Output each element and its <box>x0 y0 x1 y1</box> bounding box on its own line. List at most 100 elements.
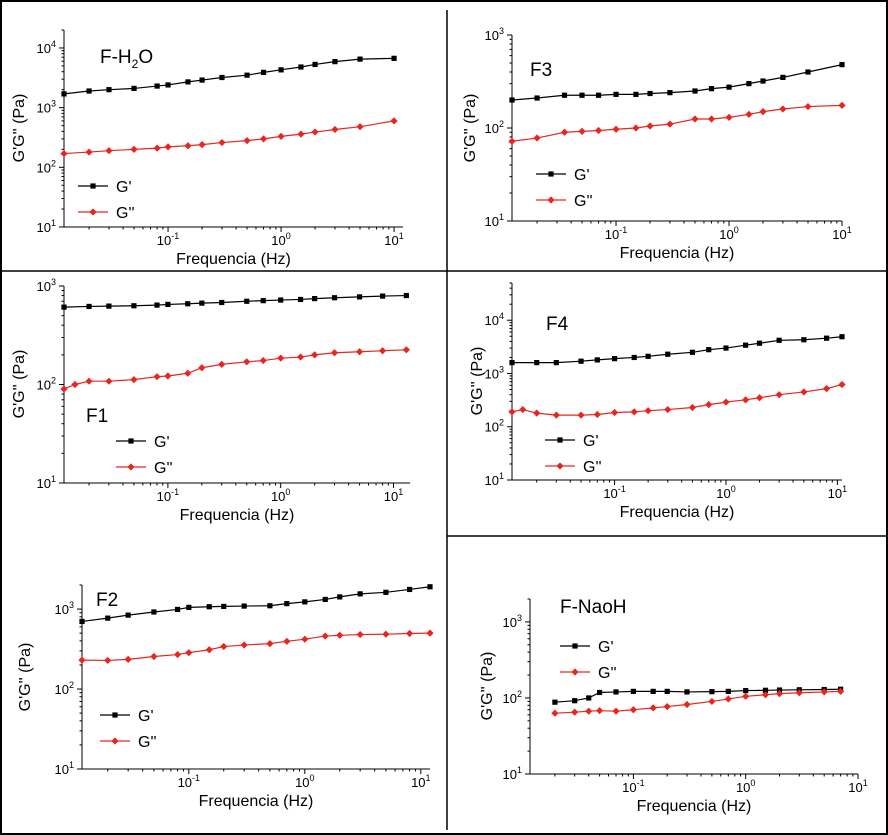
data-point <box>278 67 284 73</box>
data-point <box>153 373 161 381</box>
legend-marker <box>128 438 134 444</box>
legend-label: G' <box>583 433 599 450</box>
series-line-g-prime <box>81 586 431 623</box>
data-point <box>297 130 305 138</box>
data-point <box>130 145 138 153</box>
data-point <box>594 357 600 363</box>
data-point <box>508 408 516 416</box>
panel-title: F1 <box>86 406 108 427</box>
y-tick-label: 103 <box>55 600 74 617</box>
legend-marker <box>556 462 564 470</box>
data-point <box>131 85 137 92</box>
data-point <box>79 618 85 625</box>
data-point <box>427 584 433 590</box>
data-point <box>742 396 750 404</box>
legend-marker <box>90 183 96 189</box>
y-tick-label: 101 <box>37 474 56 491</box>
data-point <box>243 358 251 366</box>
data-point <box>185 301 191 307</box>
data-point <box>822 385 831 393</box>
data-point <box>800 388 808 396</box>
x-axis-label: Frequencia (Hz) <box>620 504 735 521</box>
y-tick-label: 101 <box>37 218 56 235</box>
data-point <box>321 632 329 640</box>
data-point <box>519 405 527 414</box>
data-point <box>86 303 92 310</box>
y-axis-label: G'G'' (Pa) <box>17 643 34 712</box>
legend-marker <box>572 643 578 649</box>
data-point <box>534 95 540 101</box>
y-tick-label: 103 <box>503 613 522 630</box>
data-point <box>164 143 172 151</box>
y-tick-label: 102 <box>485 119 504 136</box>
data-point <box>795 689 803 697</box>
data-point <box>357 591 363 597</box>
data-point <box>705 401 713 409</box>
legend: G' G'' <box>78 179 135 222</box>
data-point <box>267 603 273 609</box>
x-tick-label: 100 <box>716 484 735 501</box>
x-axis-label: Frequencia (Hz) <box>637 798 752 815</box>
x-tick-label: 10-1 <box>603 484 625 501</box>
data-point <box>105 147 113 155</box>
data-point <box>578 127 586 135</box>
data-point <box>260 69 267 75</box>
data-point <box>85 148 93 156</box>
x-tick-label: 10-1 <box>178 773 200 790</box>
data-point <box>596 707 604 715</box>
data-point <box>552 699 558 705</box>
data-point <box>585 707 593 715</box>
data-point <box>509 97 515 103</box>
data-point <box>296 353 305 361</box>
data-point <box>221 603 227 609</box>
panel-title: F-NaoH <box>560 597 627 618</box>
data-point <box>586 695 592 701</box>
data-point <box>837 687 845 695</box>
y-tick-label: 102 <box>37 376 56 393</box>
data-point <box>691 115 699 123</box>
data-point <box>597 689 603 696</box>
data-point <box>184 369 192 377</box>
data-point <box>645 353 651 359</box>
data-point <box>801 337 807 343</box>
series-line-g-prime <box>512 336 843 364</box>
data-point <box>534 360 540 366</box>
data-point <box>688 403 697 412</box>
y-tick-label: 101 <box>55 760 74 777</box>
data-point <box>553 360 559 366</box>
legend-label: G'' <box>154 460 173 477</box>
data-point <box>322 596 328 603</box>
y-tick-label: 102 <box>503 689 522 706</box>
data-point <box>759 108 767 116</box>
legend-marker <box>548 171 554 177</box>
data-point <box>683 700 691 709</box>
y-tick-label: 104 <box>37 39 56 56</box>
data-point <box>105 377 113 385</box>
data-point <box>266 640 274 648</box>
data-point <box>85 377 93 385</box>
data-point <box>426 629 434 637</box>
series-line-g-double-prime <box>81 632 431 662</box>
data-point <box>165 82 171 88</box>
data-point <box>839 62 845 68</box>
chart-panel-6: 101 102 103 10-1 100 101 Frequencia (Hz) G'G'' … <box>479 597 868 815</box>
data-point <box>403 292 409 299</box>
data-point <box>165 301 171 308</box>
y-tick-label: 103 <box>485 364 504 381</box>
legend: G' G'' <box>100 708 157 751</box>
data-point <box>611 356 618 362</box>
data-point <box>357 56 363 62</box>
data-point <box>86 88 92 94</box>
data-point <box>406 586 413 593</box>
data-point <box>219 299 225 306</box>
data-point <box>311 351 319 359</box>
legend-marker <box>557 437 563 443</box>
data-point <box>105 615 111 621</box>
legend-marker <box>112 712 118 718</box>
data-point <box>186 604 192 610</box>
data-point <box>405 629 414 638</box>
data-point <box>164 372 172 380</box>
data-point <box>125 612 131 618</box>
x-axis-label: Frequencia (Hz) <box>176 251 291 268</box>
